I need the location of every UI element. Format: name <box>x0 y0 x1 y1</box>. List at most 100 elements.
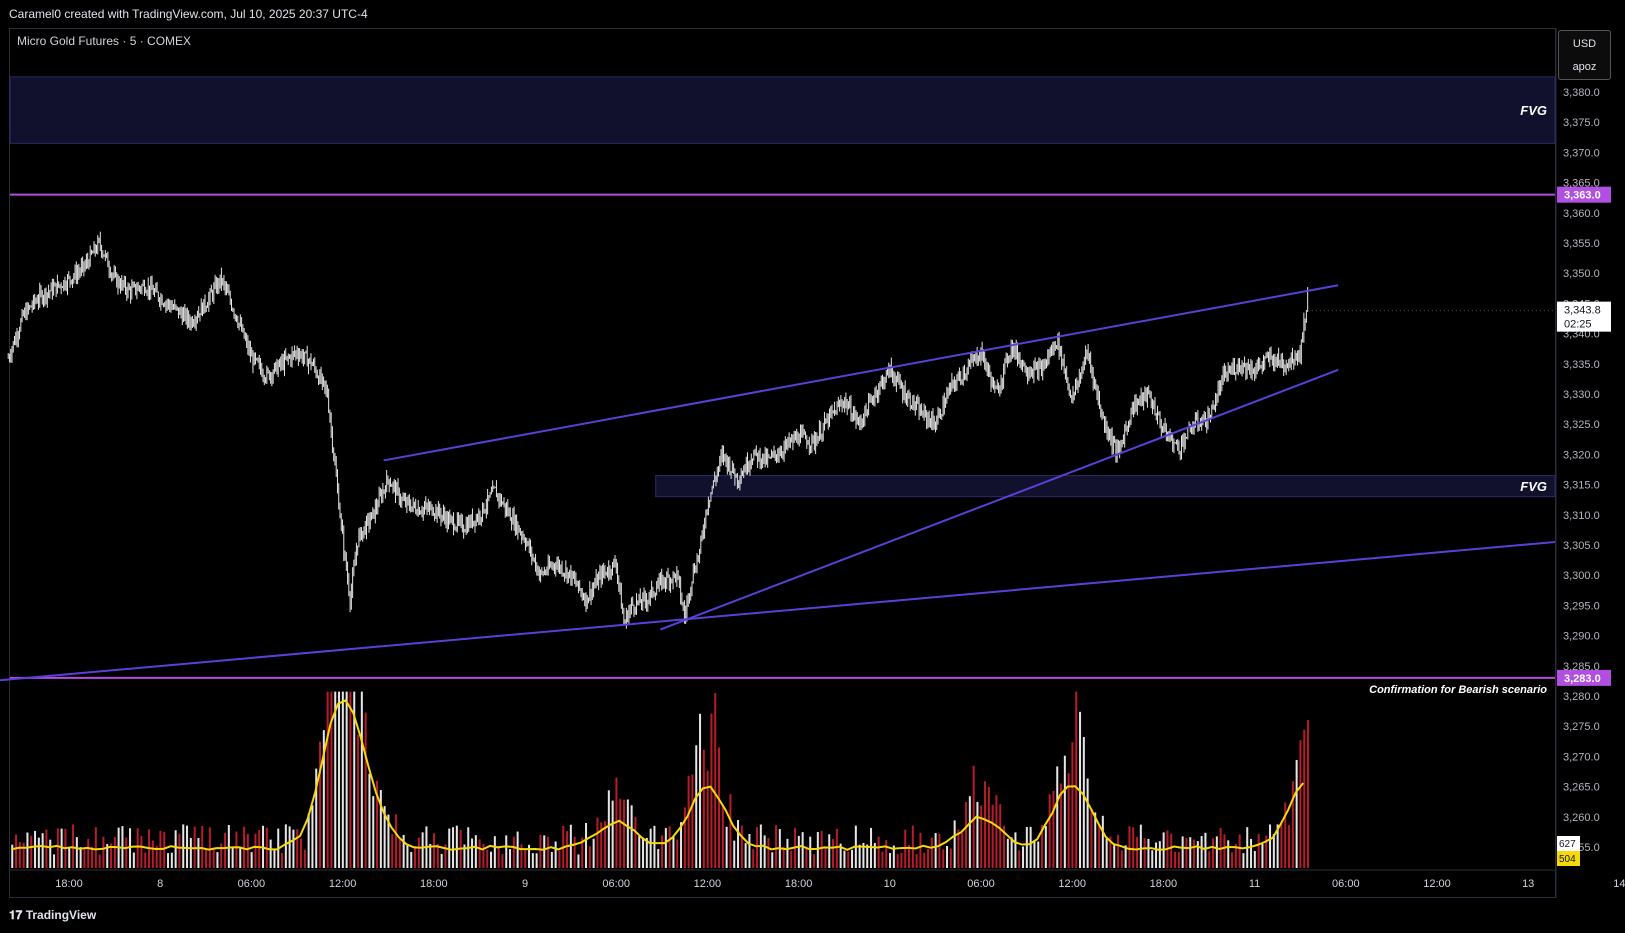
volume-bar <box>1284 802 1287 868</box>
volume-bar <box>1143 838 1146 868</box>
volume-bar <box>1132 827 1135 868</box>
volume-bar <box>653 825 656 868</box>
volume-bar <box>1276 824 1279 868</box>
volume-bar <box>611 800 614 868</box>
volume-bar <box>1025 826 1028 868</box>
y-tick-label-3: 3,370.0 <box>1563 147 1600 159</box>
chart-footer <box>0 898 1625 933</box>
volume-bar <box>11 844 14 868</box>
volume-bar <box>801 832 804 868</box>
volume-tag: 627 <box>1559 839 1576 850</box>
volume-bar <box>284 824 287 868</box>
currency-label: USD <box>1572 38 1597 50</box>
volume-bar <box>94 827 97 868</box>
fvg-label-2: FVG <box>1520 479 1547 494</box>
volume-bar <box>900 852 903 868</box>
x-tick-label-6: 9 <box>522 878 528 890</box>
volume-bar <box>554 841 557 868</box>
volume-bar <box>433 833 436 868</box>
volume-bar <box>961 832 964 868</box>
volume-bar <box>645 837 648 868</box>
volume-bar <box>528 844 531 868</box>
volume-bar <box>1280 821 1283 868</box>
volume-bar <box>604 821 607 868</box>
volume-bar <box>767 838 770 868</box>
volume-bar <box>558 850 561 868</box>
volume-bar <box>273 850 276 868</box>
currency-scale-box[interactable]: USD apoz <box>1558 30 1611 80</box>
volume-bar <box>1193 839 1196 868</box>
volume-bar <box>1170 833 1173 868</box>
volume-bar <box>892 845 895 868</box>
volume-bar <box>756 827 759 868</box>
volume-bar <box>657 849 660 868</box>
x-tick-label-12: 12:00 <box>1058 878 1086 890</box>
volume-bar <box>881 851 884 868</box>
x-tick-label-4: 12:00 <box>329 878 357 890</box>
volume-bar <box>132 852 135 868</box>
volume-bar <box>1101 815 1104 868</box>
volume-bar <box>1257 834 1260 868</box>
volume-bar <box>455 825 458 868</box>
fvg-label-1: FVG <box>1520 103 1547 118</box>
volume-bar <box>1067 773 1070 868</box>
x-tick-label-13: 18:00 <box>1150 878 1178 890</box>
volume-bar <box>1215 836 1218 868</box>
volume-bar <box>402 834 405 868</box>
y-tick-label-7: 3,350.0 <box>1563 268 1600 280</box>
volume-bar <box>1238 834 1241 868</box>
volume-bar <box>53 854 56 868</box>
volume-bar <box>820 830 823 868</box>
volume-bar <box>292 829 295 868</box>
volume-bar <box>995 795 998 868</box>
volume-bar <box>197 838 200 868</box>
y-tick-label-22: 3,275.0 <box>1563 721 1600 733</box>
y-tick-label-21: 3,280.0 <box>1563 691 1600 703</box>
volume-bar <box>372 796 375 868</box>
symbol-label[interactable]: Micro Gold Futures · 5 · COMEX <box>17 34 192 48</box>
volume-bar <box>414 845 417 868</box>
volume-bar <box>839 843 842 868</box>
chart-header: Caramel0 created with TradingView.com, J… <box>0 0 1625 28</box>
level-tag-bg-2 <box>1557 669 1611 686</box>
volume-bar <box>349 691 352 868</box>
volume-bar <box>463 844 466 868</box>
volume-bar <box>30 835 33 868</box>
volume-bar <box>1147 838 1150 868</box>
volume-bar <box>915 854 918 868</box>
volume-bar <box>592 838 595 868</box>
volume-bar <box>478 839 481 868</box>
volume-bar <box>835 828 838 868</box>
volume-bar <box>410 851 413 868</box>
volume-bar <box>858 844 861 868</box>
volume-bar <box>908 844 911 868</box>
y-tick-label-13: 3,320.0 <box>1563 449 1600 461</box>
tradingview-logo[interactable]: 𝟏𝟕 TradingView <box>9 908 96 923</box>
volume-bar <box>1136 836 1139 868</box>
volume-bar <box>664 828 667 868</box>
volume-bar <box>1261 843 1264 868</box>
volume-bar <box>721 806 724 868</box>
x-tick-label-17: 13 <box>1522 878 1534 890</box>
volume-bar <box>744 843 747 868</box>
volume-bar <box>376 780 379 868</box>
volume-bar <box>429 843 432 868</box>
volume-bar <box>1003 825 1006 868</box>
y-tick-label-19: 3,290.0 <box>1563 631 1600 643</box>
volume-bar <box>1177 852 1180 868</box>
volume-bar <box>524 849 527 868</box>
last-price-tag: 3,343.8 <box>1564 305 1601 317</box>
volume-bar <box>178 833 181 868</box>
volume-bar <box>326 691 329 868</box>
volume-bar <box>1128 826 1131 868</box>
volume-bar <box>281 852 284 868</box>
volume-bar <box>452 827 455 868</box>
volume-bar <box>269 839 272 868</box>
volume-bar <box>1124 845 1127 868</box>
volume-bar <box>72 824 75 868</box>
volume-bar <box>942 849 945 868</box>
volume-bar <box>163 831 166 868</box>
volume-bar <box>1291 781 1294 868</box>
y-tick-label-10: 3,335.0 <box>1563 359 1600 371</box>
